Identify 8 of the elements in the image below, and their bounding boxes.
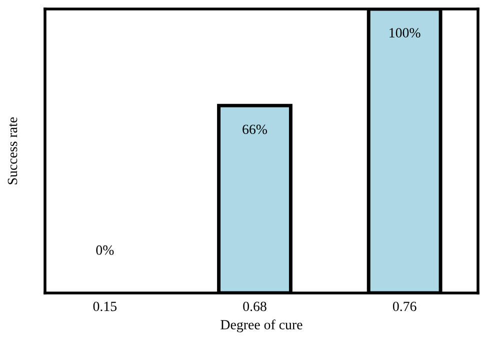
y-axis-title: Success rate [8,117,18,184]
x-axis-title: Degree of cure [220,319,302,332]
x-tick-label: 0.76 [392,302,416,312]
data-label: 0% [96,245,114,255]
data-label: 100% [390,28,420,38]
x-tick-label: 0.15 [93,302,117,312]
x-tick-label: 0.68 [243,302,266,312]
data-label: 66% [242,124,268,134]
